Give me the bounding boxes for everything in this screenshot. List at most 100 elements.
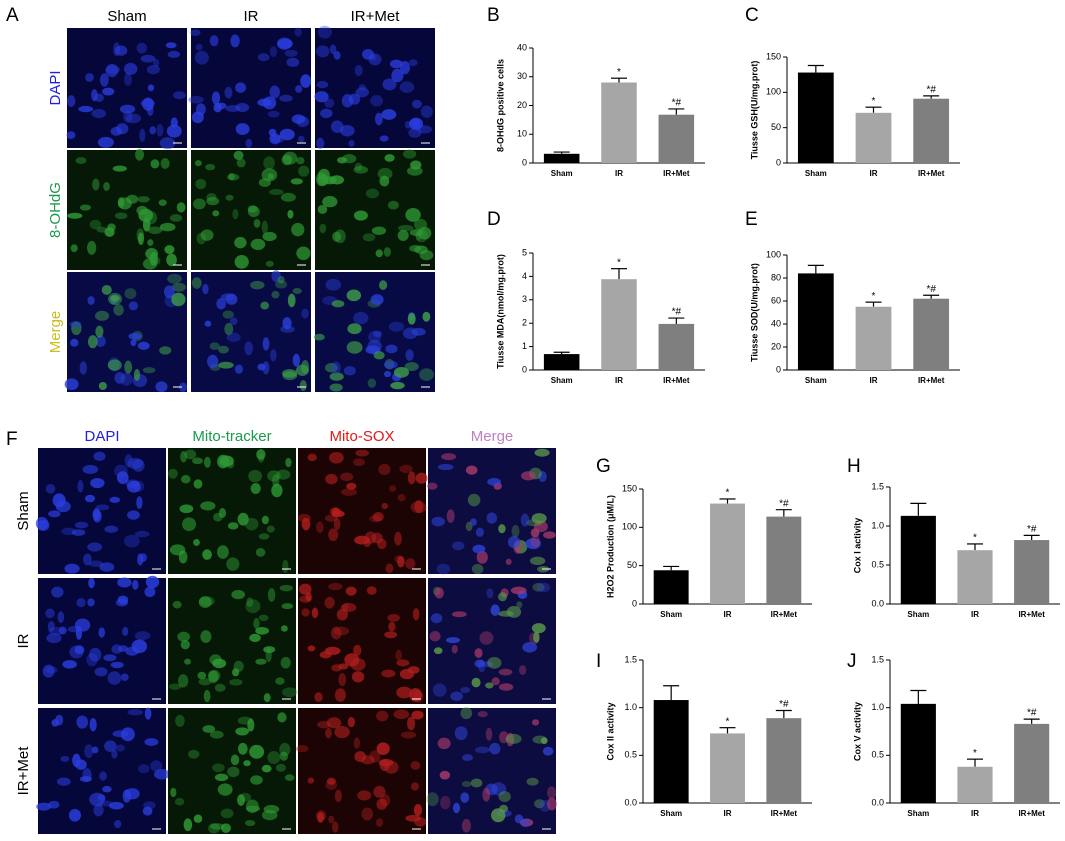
cell: [98, 381, 107, 391]
cell: [397, 494, 406, 502]
cell: [381, 109, 397, 120]
row-label: DAPI: [47, 70, 64, 105]
cell: [361, 49, 375, 60]
cell: [430, 613, 443, 624]
cell: [267, 750, 281, 765]
cell: [431, 516, 445, 527]
cell: [282, 369, 298, 378]
cell: [465, 465, 478, 475]
cell: [427, 482, 438, 490]
cell: [476, 550, 488, 564]
cell: [228, 172, 235, 181]
cell: [518, 665, 527, 675]
cell: [266, 525, 275, 533]
cell: [191, 277, 202, 289]
cell: [275, 280, 288, 289]
cell: [75, 157, 87, 165]
cell: [446, 509, 455, 523]
x-tick-label: IR+Met: [663, 169, 690, 178]
y-tick-label: 0: [632, 598, 637, 608]
y-tick-label: 0.5: [871, 559, 884, 569]
cell: [48, 800, 60, 809]
cell: [155, 381, 168, 393]
cell: [190, 29, 201, 37]
cell: [486, 512, 498, 524]
cell: [256, 449, 266, 460]
micrograph: [191, 28, 311, 148]
cell: [498, 592, 508, 602]
cell: [68, 808, 81, 822]
cell: [388, 621, 396, 632]
y-tick-label: 100: [622, 522, 637, 532]
cell: [119, 104, 136, 114]
cell: [315, 810, 327, 821]
y-tick-label: 0.0: [871, 797, 884, 807]
x-tick-label: IR: [971, 809, 979, 818]
cell: [377, 167, 393, 180]
cell: [280, 656, 291, 669]
y-tick-label: 1.5: [871, 654, 884, 664]
cell: [150, 760, 163, 772]
cell: [182, 517, 197, 532]
cell: [412, 608, 420, 621]
bar: [1014, 540, 1050, 604]
cell: [389, 485, 397, 492]
cell: [124, 72, 132, 86]
cell: [143, 801, 156, 810]
cell: [533, 631, 540, 643]
x-tick-label: IR: [724, 809, 732, 818]
y-tick-label: 40: [517, 42, 527, 52]
cell: [206, 193, 217, 202]
cell: [319, 223, 327, 234]
cell: [168, 683, 182, 690]
cell: [340, 472, 354, 482]
cell: [194, 50, 209, 65]
cell: [67, 212, 83, 219]
cell: [320, 108, 333, 119]
y-axis-label: Cox I activity: [852, 518, 862, 574]
cell: [451, 644, 458, 654]
cell: [225, 105, 241, 112]
cell: [200, 229, 214, 241]
cell: [55, 714, 64, 726]
cell: [255, 658, 267, 665]
cell: [195, 178, 207, 190]
y-tick-label: 10: [517, 129, 527, 139]
panel-letter: E: [745, 209, 758, 230]
significance-label: *#: [672, 98, 682, 109]
cell: [346, 482, 357, 490]
cell: [171, 282, 186, 292]
cell: [247, 718, 255, 732]
cell: [235, 82, 247, 93]
cell: [441, 453, 457, 461]
cell: [350, 658, 366, 671]
y-tick-label: 4: [522, 271, 527, 281]
cell: [404, 120, 412, 129]
cell: [56, 777, 71, 786]
x-tick-label: Sham: [551, 169, 573, 178]
cell: [93, 451, 106, 461]
cell: [233, 150, 244, 161]
cell: [167, 273, 182, 284]
cell: [317, 25, 333, 39]
cell: [470, 778, 483, 788]
cell: [267, 587, 276, 602]
cell: [177, 674, 189, 688]
cell: [419, 368, 434, 381]
cell: [301, 608, 310, 617]
cell: [353, 311, 369, 325]
cell: [296, 156, 305, 165]
cell: [250, 482, 261, 495]
cell: [530, 535, 541, 548]
cell: [383, 360, 398, 369]
cell: [384, 631, 398, 639]
cell: [99, 73, 109, 87]
cell: [194, 160, 202, 167]
cell: [532, 582, 545, 592]
cell: [400, 731, 417, 739]
cell: [102, 785, 112, 793]
cell: [226, 173, 240, 181]
cell: [120, 372, 133, 386]
column-header: IR+Met: [351, 8, 401, 25]
cell: [394, 555, 404, 564]
